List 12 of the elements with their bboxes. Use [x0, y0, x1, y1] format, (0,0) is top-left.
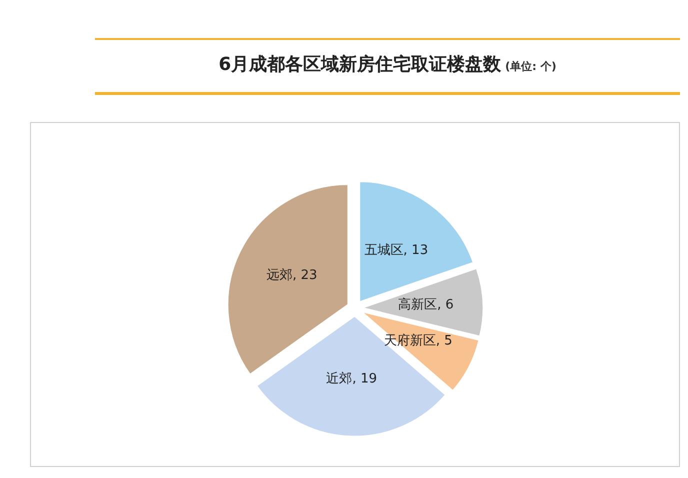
data-label: , 19	[352, 372, 378, 387]
data-label: , 6	[437, 297, 454, 312]
slice-label: 五城区	[364, 242, 404, 258]
slice-label: 远郊	[266, 268, 292, 284]
data-label: , 5	[436, 333, 452, 348]
chart-title: 6月成都各区域新房住宅取证楼盘数	[218, 54, 502, 75]
data-label: , 13	[403, 242, 428, 258]
data-label: , 23	[292, 268, 318, 284]
slice-label: 天府新区	[384, 332, 436, 348]
text: (单位: 个)	[505, 60, 556, 73]
slice-label: 近郊	[326, 372, 352, 387]
slice-label: 高新区	[398, 296, 438, 312]
